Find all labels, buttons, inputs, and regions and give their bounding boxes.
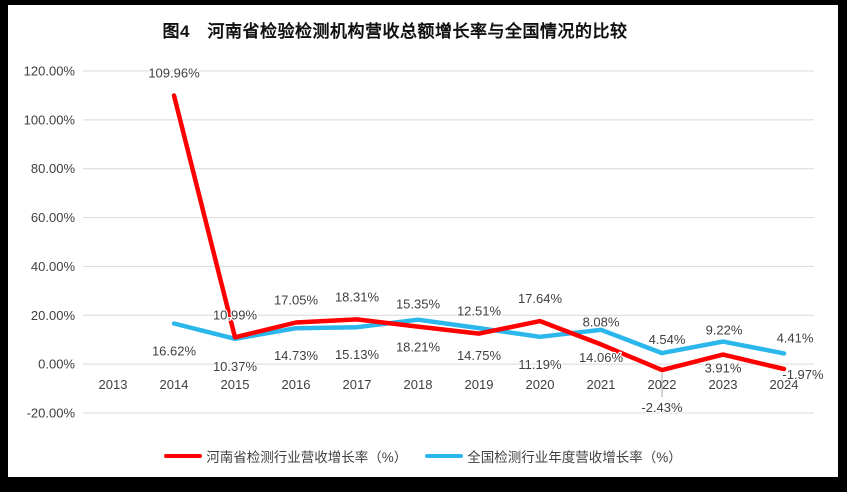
line-chart: 120.00% 100.00% 80.00% 60.00% 40.00% 20.00% 0.… — [24, 64, 826, 421]
y-axis-tick-label: 120.00% — [24, 64, 76, 79]
data-label: 16.62% — [152, 344, 197, 359]
data-label: 10.99% — [213, 307, 258, 322]
x-axis-tick-label: 2021 — [587, 377, 616, 392]
chart-legend: 河南省检测行业营收增长率（%） 全国检测行业年度营收增长率（%） — [8, 446, 838, 466]
y-axis-tick-label: 100.00% — [24, 112, 76, 127]
data-label: 18.31% — [335, 289, 380, 304]
y-axis-tick-label: 80.00% — [31, 161, 76, 176]
chart-frame: 图4 河南省检验检测机构营收总额增长率与全国情况的比较 120.00% 100.0… — [8, 5, 838, 477]
data-label: 14.73% — [274, 348, 319, 363]
data-label: 9.22% — [706, 323, 743, 338]
x-axis-tick-label: 2017 — [343, 377, 372, 392]
x-axis-tick-label: 2016 — [282, 377, 311, 392]
x-axis-tick-label: 2023 — [709, 377, 738, 392]
data-label: 4.41% — [777, 330, 814, 345]
x-axis-tick-label: 2015 — [221, 377, 250, 392]
x-axis-tick-label: 2019 — [465, 377, 494, 392]
x-axis-tick-label: 2014 — [160, 377, 189, 392]
data-label: 4.54% — [649, 332, 686, 347]
data-label: -1.97% — [782, 367, 824, 382]
legend-line-swatch — [425, 453, 464, 459]
data-label: 18.21% — [396, 340, 441, 355]
data-label: 14.06% — [579, 350, 624, 365]
data-label: 15.35% — [396, 297, 441, 312]
data-label: 109.96% — [148, 66, 200, 81]
y-axis-tick-label: -20.00% — [27, 406, 76, 421]
y-axis-tick-label: 0.00% — [38, 357, 75, 372]
legend-item-0: 河南省检测行业营收增长率（%） — [164, 446, 407, 466]
legend-label: 全国检测行业年度营收增长率（%） — [467, 450, 682, 465]
data-label: 11.19% — [518, 357, 562, 372]
y-axis-tick-label: 40.00% — [31, 259, 76, 274]
x-axis-tick-label: 2018 — [404, 377, 433, 392]
data-label: 3.91% — [705, 361, 742, 376]
data-label: 17.05% — [274, 292, 319, 307]
series-line-0 — [171, 93, 787, 373]
x-axis-tick-label: 2024 — [770, 377, 799, 392]
x-axis-tick-label: 2020 — [526, 377, 555, 392]
legend-item-1: 全国检测行业年度营收增长率（%） — [425, 446, 682, 466]
data-label: 15.13% — [335, 347, 380, 362]
chart-title: 图4 河南省检验检测机构营收总额增长率与全国情况的比较 — [162, 22, 628, 41]
legend-label: 河南省检测行业营收增长率（%） — [206, 450, 408, 465]
y-axis-tick-label: 20.00% — [31, 308, 76, 323]
data-label: -2.43% — [641, 400, 683, 415]
x-axis-tick-label: 2013 — [99, 377, 128, 392]
series-line-1 — [171, 317, 787, 356]
data-label: 12.51% — [457, 304, 502, 319]
y-axis-tick-label: 60.00% — [31, 210, 76, 225]
data-label: 8.08% — [583, 314, 620, 329]
data-label: 10.37% — [213, 359, 258, 374]
data-label: 17.64% — [518, 291, 563, 306]
data-label: 14.75% — [457, 348, 502, 363]
legend-line-swatch — [164, 453, 203, 459]
